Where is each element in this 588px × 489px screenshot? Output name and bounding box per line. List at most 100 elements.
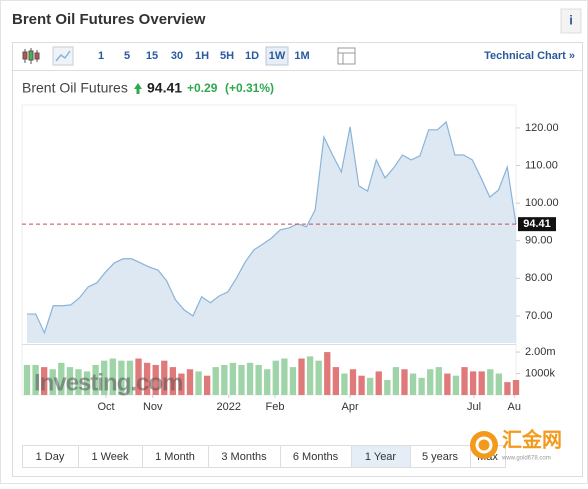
volume-bar <box>401 369 408 395</box>
price-label-box <box>518 217 556 232</box>
watermark: Investing.com <box>34 369 182 396</box>
quote-price: 94.41 <box>147 80 182 96</box>
volume-bar <box>487 369 494 395</box>
volume-bar <box>512 379 520 395</box>
volume-bar <box>92 364 99 395</box>
volume-bar <box>384 379 391 395</box>
range-label[interactable]: 5 years <box>422 451 459 463</box>
volume-bar <box>169 367 177 395</box>
volume-bar <box>349 369 357 395</box>
volume-bar <box>366 377 374 395</box>
range-label[interactable]: 1 Day <box>36 451 65 463</box>
range-label[interactable]: 1 Month <box>155 451 195 463</box>
volume-bar <box>469 371 477 395</box>
logo: 汇金网 www.gold678.com <box>470 427 562 462</box>
quote-change-pct: (+0.31%) <box>225 81 274 95</box>
range-label[interactable]: 3 Months <box>221 451 267 463</box>
settings-icon[interactable] <box>337 47 356 65</box>
volume-bar <box>504 382 511 395</box>
logo-url: www.gold678.com <box>501 456 551 462</box>
volume-bar <box>152 364 159 395</box>
volume-bar <box>332 367 340 395</box>
volume-bar <box>246 362 254 395</box>
interval-button[interactable]: 5H <box>220 50 234 62</box>
volume-bar <box>161 360 168 395</box>
info-button[interactable] <box>560 8 582 34</box>
volume-bar <box>324 352 331 395</box>
volume-bar <box>32 364 39 395</box>
y-tick-label: 80.00 <box>525 272 553 284</box>
interval-button[interactable]: 1H <box>195 50 209 62</box>
price-label: 94.41 <box>523 218 551 230</box>
range-label[interactable]: 1 Week <box>91 451 129 463</box>
volume-tick-label: 1000k <box>525 367 555 379</box>
volume-bar <box>212 367 219 395</box>
y-tick-label: 70.00 <box>525 310 553 322</box>
x-tick-label: Oct <box>97 401 114 413</box>
volume-bar <box>40 367 48 395</box>
price-area <box>27 121 516 343</box>
volume-bar <box>478 371 485 395</box>
y-tick-label: 110.00 <box>525 159 558 171</box>
widget-title: Brent Oil Futures Overview <box>12 11 206 28</box>
volume-bar <box>281 358 288 395</box>
volume-bar <box>221 364 228 395</box>
volume-bar <box>452 375 460 395</box>
volume-bar <box>375 371 382 395</box>
range-label[interactable]: 1 Year <box>365 451 397 463</box>
interval-button[interactable]: 15 <box>146 50 158 62</box>
volume-bar <box>101 360 108 395</box>
volume-bar <box>409 373 417 395</box>
volume-bar <box>289 367 297 395</box>
interval-button[interactable]: 1M <box>294 50 309 62</box>
up-arrow <box>134 83 142 94</box>
volume-bar <box>392 367 400 395</box>
volume-bar <box>435 367 442 395</box>
interval-button[interactable]: 1D <box>245 50 259 62</box>
range-label[interactable]: 6 Months <box>293 451 339 463</box>
volume-bar <box>255 364 262 395</box>
candle-icon[interactable] <box>22 48 40 64</box>
volume-bar <box>272 360 279 395</box>
volume-bar <box>358 375 365 395</box>
volume-bar <box>83 371 91 395</box>
volume-bar <box>229 362 237 395</box>
x-tick-label: Feb <box>266 401 285 413</box>
y-tick-label: 120.00 <box>525 122 559 134</box>
volume-bar <box>58 362 65 395</box>
interval-active[interactable] <box>265 46 289 66</box>
x-tick-label: Apr <box>342 401 359 413</box>
volume-bar <box>178 373 185 395</box>
volume-bar <box>109 358 116 395</box>
y-tick-label: 100.00 <box>525 197 559 209</box>
interval-button[interactable]: 1W <box>269 50 286 62</box>
volume-bar <box>418 377 425 395</box>
volume-bar <box>23 364 31 395</box>
technical-chart-link[interactable]: Technical Chart » <box>484 50 575 62</box>
volume-bar <box>461 367 468 395</box>
volume-bar <box>118 360 125 395</box>
x-tick-label: Au <box>508 401 521 413</box>
interval-button[interactable]: 1 <box>98 50 104 62</box>
volume-bar <box>238 364 245 395</box>
quote-name: Brent Oil Futures <box>22 80 128 96</box>
volume-bar <box>203 375 211 395</box>
y-tick-label: 90.00 <box>525 235 553 247</box>
volume-bar <box>135 358 142 395</box>
interval-button[interactable]: 5 <box>124 50 130 62</box>
volume-bar <box>427 369 434 395</box>
interval-button[interactable]: 30 <box>171 50 183 62</box>
area-icon[interactable] <box>52 46 74 66</box>
price-line <box>27 120 517 335</box>
x-tick-label: 2022 <box>216 401 240 413</box>
info-icon[interactable]: i <box>569 12 573 27</box>
panel-frame <box>12 42 583 477</box>
volume-bar <box>186 369 194 395</box>
volume-bar <box>306 356 314 395</box>
volume-bar <box>126 360 134 395</box>
logo-name: 汇金网 <box>502 427 562 451</box>
volume-bar <box>298 358 305 395</box>
